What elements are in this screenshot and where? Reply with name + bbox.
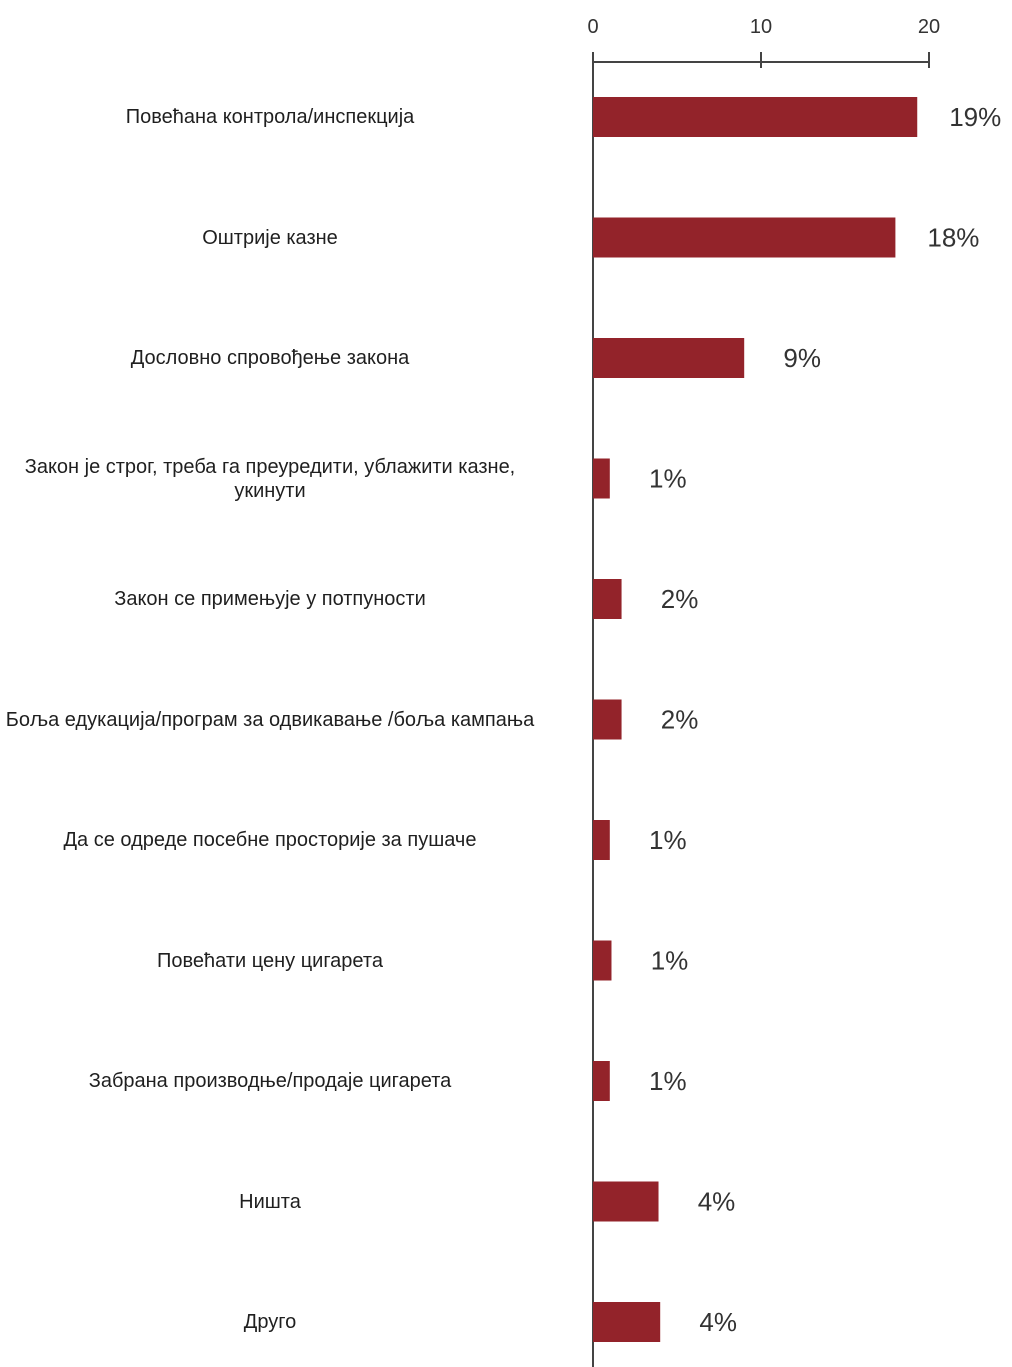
data-label: 1% [649, 825, 687, 855]
bar [593, 338, 745, 378]
data-label: 19% [949, 102, 1001, 132]
data-label: 4% [698, 1187, 736, 1217]
category-label: Ништа [239, 1190, 301, 1213]
bar [593, 458, 610, 499]
data-label: 2% [661, 705, 699, 735]
category-label: Закон је строг, треба га преуредити, убл… [24, 455, 516, 502]
bar [593, 1181, 659, 1222]
category-label: Закон се примењује у потпуности [114, 588, 426, 610]
bar [593, 217, 896, 258]
data-labels: 19% 18% 9% 1% 2% 2% 1% 1% 1% 4% 4% [649, 102, 1001, 1337]
category-label: Забрана производње/продаје цигарета [88, 1070, 452, 1092]
bar [593, 1061, 610, 1101]
x-tick-label: 10 [750, 16, 772, 38]
data-label: 18% [927, 223, 979, 253]
category-label: Друго [243, 1311, 297, 1333]
bars [593, 97, 918, 1342]
bar [593, 1302, 661, 1342]
category-label: Оштрије казне [202, 226, 338, 249]
category-label: Боља едукација/програм за одвикавање /бо… [5, 708, 535, 731]
data-label: 1% [649, 464, 687, 494]
data-label: 4% [699, 1307, 737, 1337]
data-label: 2% [661, 584, 699, 614]
bar [593, 97, 918, 137]
data-label: 1% [651, 946, 689, 976]
bar [593, 940, 612, 981]
bar [593, 699, 622, 740]
category-label: Повећана контрола/инспекција [125, 106, 415, 128]
data-label: 9% [783, 343, 821, 373]
bar [593, 820, 610, 860]
category-label: Повећати цену цигарета [157, 949, 383, 972]
data-label: 1% [649, 1066, 687, 1096]
category-label: Дословно спровођење закона [130, 347, 410, 369]
category-label: Да се одреде посебне просторије за пушач… [63, 829, 477, 851]
bar [593, 579, 622, 619]
x-tick-label: 0 [587, 16, 598, 38]
x-tick-label: 20 [918, 16, 940, 38]
